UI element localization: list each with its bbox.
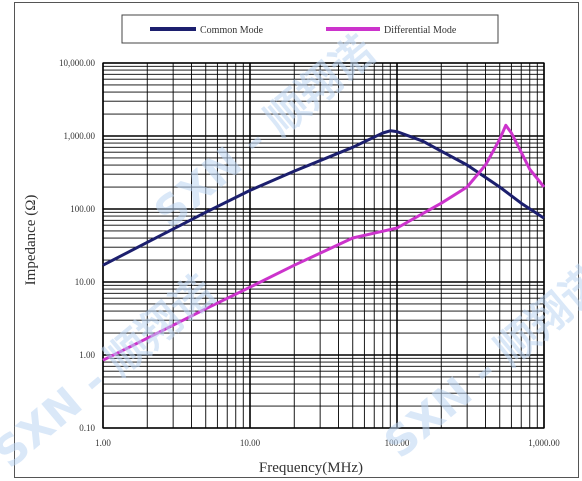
legend-label-differential-mode: Differential Mode bbox=[384, 25, 457, 36]
watermark-text: SXN - 顺翔诺 bbox=[145, 26, 384, 237]
y-axis-title: Impedance (Ω) bbox=[23, 195, 39, 286]
y-tick-label: 1,000.00 bbox=[64, 131, 96, 141]
x-axis-title: Frequency(MHz) bbox=[259, 460, 363, 476]
y-tick-label: 10,000.00 bbox=[59, 58, 96, 68]
watermark-layer: SXN - 顺翔诺 SXN - 顺翔诺 SXN - 顺翔诺 bbox=[0, 26, 582, 477]
y-tick-labels: 0.10 1.00 10.00 100.00 1,000.00 10,000.00 bbox=[59, 58, 96, 433]
minor-grid bbox=[103, 63, 544, 428]
x-tick-labels: 1.00 10.00 100.00 1,000.00 bbox=[95, 438, 560, 448]
y-tick-label: 100.00 bbox=[70, 204, 95, 214]
series-line-differential-mode bbox=[102, 123, 546, 362]
y-tick-label: 0.10 bbox=[79, 423, 95, 433]
chart-frame bbox=[14, 2, 579, 478]
series-layer bbox=[102, 123, 546, 362]
x-tick-label: 10.00 bbox=[240, 438, 261, 448]
y-tick-label: 10.00 bbox=[75, 277, 96, 287]
x-tick-label: 1.00 bbox=[95, 438, 111, 448]
legend: Common Mode Differential Mode bbox=[121, 14, 499, 44]
series-line-common-mode bbox=[102, 129, 545, 267]
y-tick-label: 1.00 bbox=[79, 350, 95, 360]
legend-label-common-mode: Common Mode bbox=[200, 25, 264, 36]
x-tick-label: 1,000.00 bbox=[528, 438, 560, 448]
plot-border bbox=[102, 62, 545, 429]
x-tick-label: 100.00 bbox=[385, 438, 410, 448]
